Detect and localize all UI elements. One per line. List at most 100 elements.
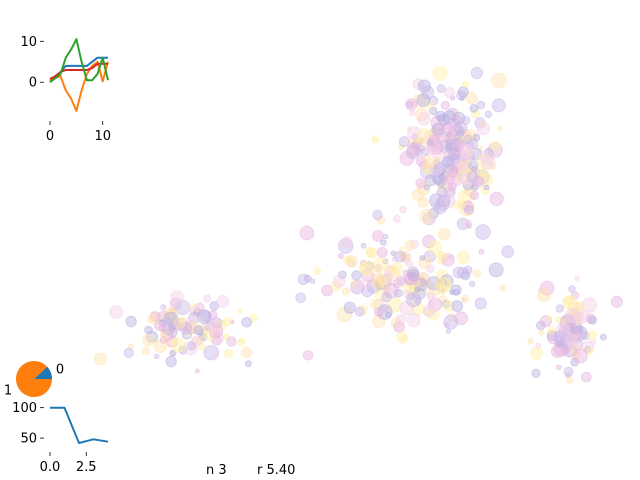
scatter-point <box>574 301 585 312</box>
scatter-point <box>194 368 200 374</box>
scatter-point <box>197 329 204 337</box>
scatter-point <box>187 341 197 351</box>
scatter-point <box>465 91 478 105</box>
scatter-point <box>353 283 362 292</box>
scatter-point <box>237 338 246 347</box>
scatter-point <box>193 325 204 336</box>
scatter-point <box>343 301 356 314</box>
x-tick-label: 10 <box>94 129 111 144</box>
scatter-point <box>417 196 429 208</box>
scatter-point <box>456 250 471 264</box>
scatter-point <box>390 250 397 256</box>
scatter-point <box>484 110 493 119</box>
scatter-point <box>469 280 476 287</box>
scatter-point <box>223 348 234 358</box>
scatter-point <box>531 368 541 378</box>
scatter-point <box>297 273 310 286</box>
scatter-point <box>555 304 564 313</box>
scatter-point <box>351 270 362 281</box>
scatter-point <box>565 307 581 324</box>
pie-slice <box>15 361 52 398</box>
scatter-point <box>470 109 480 118</box>
scatter-point <box>400 334 408 343</box>
scatter-point <box>491 72 507 89</box>
scatter-point <box>581 297 598 313</box>
scatter-point <box>241 346 253 358</box>
scatter-point <box>196 316 202 322</box>
scatter-point <box>470 66 483 80</box>
scatter-point <box>341 236 353 248</box>
scatter-point <box>437 250 447 260</box>
scatter-point <box>313 267 321 275</box>
scatter-point <box>564 333 579 347</box>
scatter-point <box>160 304 167 311</box>
scatter-point <box>222 316 232 327</box>
y-tick-label: 100 <box>12 401 37 416</box>
scatter-point <box>408 109 416 117</box>
scatter-point <box>398 246 404 252</box>
n-annotation: n 3 <box>206 463 227 478</box>
scatter-point <box>383 306 389 313</box>
scatter-point <box>481 155 496 170</box>
scatter-point <box>457 266 469 279</box>
scatter-point <box>448 148 461 161</box>
scatter-point <box>476 100 486 110</box>
scatter-point <box>203 345 220 361</box>
scatter-point <box>238 337 245 344</box>
scatter-point <box>455 116 462 122</box>
scatter-point <box>381 291 392 303</box>
scatter-point <box>501 245 515 259</box>
scatter-point <box>537 288 551 302</box>
scatter-point <box>421 85 435 100</box>
scatter-point <box>203 294 212 303</box>
scatter-point <box>610 295 623 308</box>
scatter-point <box>372 230 384 242</box>
series-line <box>50 406 109 444</box>
scatter-point <box>408 271 416 279</box>
scatter-point <box>419 208 435 224</box>
scatter-point <box>476 121 490 136</box>
scatter-point <box>405 98 418 111</box>
scatter-point <box>170 299 179 308</box>
scatter-point <box>462 200 474 213</box>
scatter-point <box>173 317 186 329</box>
scatter-point <box>162 322 175 336</box>
scatter-point <box>372 314 386 328</box>
scatter-point <box>403 289 412 299</box>
y-tick-label: 10 <box>20 35 37 50</box>
scatter-point <box>472 175 485 187</box>
scatter-point <box>440 193 456 209</box>
scatter-point <box>423 184 430 191</box>
scatter-point <box>437 194 451 208</box>
pie-label: 0 <box>56 363 64 378</box>
scatter-point <box>452 266 465 279</box>
scatter-point <box>395 314 407 325</box>
scatter-point <box>432 66 448 81</box>
y-tick-label: 50 <box>20 432 37 447</box>
scatter-point <box>332 274 346 288</box>
scatter-point <box>538 329 545 336</box>
bubble-scatter <box>93 66 623 385</box>
scatter-point <box>186 316 194 324</box>
scatter-point <box>426 101 435 110</box>
scatter-point <box>414 286 421 293</box>
scatter-point <box>181 329 192 340</box>
scatter-point <box>299 225 315 241</box>
scatter-point <box>475 224 491 240</box>
scatter-point <box>376 274 388 285</box>
scatter-point <box>422 304 436 318</box>
scatter-point <box>213 352 219 358</box>
scatter-point <box>365 246 376 257</box>
scatter-point <box>405 291 422 308</box>
scatter-point <box>472 133 481 142</box>
inset-pie-chart: 01 <box>4 361 64 398</box>
scatter-point <box>165 307 178 319</box>
scatter-point <box>407 268 420 282</box>
scatter-point <box>584 345 592 353</box>
scatter-point <box>347 256 354 264</box>
scatter-point <box>546 315 553 321</box>
scatter-point <box>527 337 534 345</box>
scatter-point <box>425 144 434 153</box>
scatter-point <box>141 346 150 355</box>
